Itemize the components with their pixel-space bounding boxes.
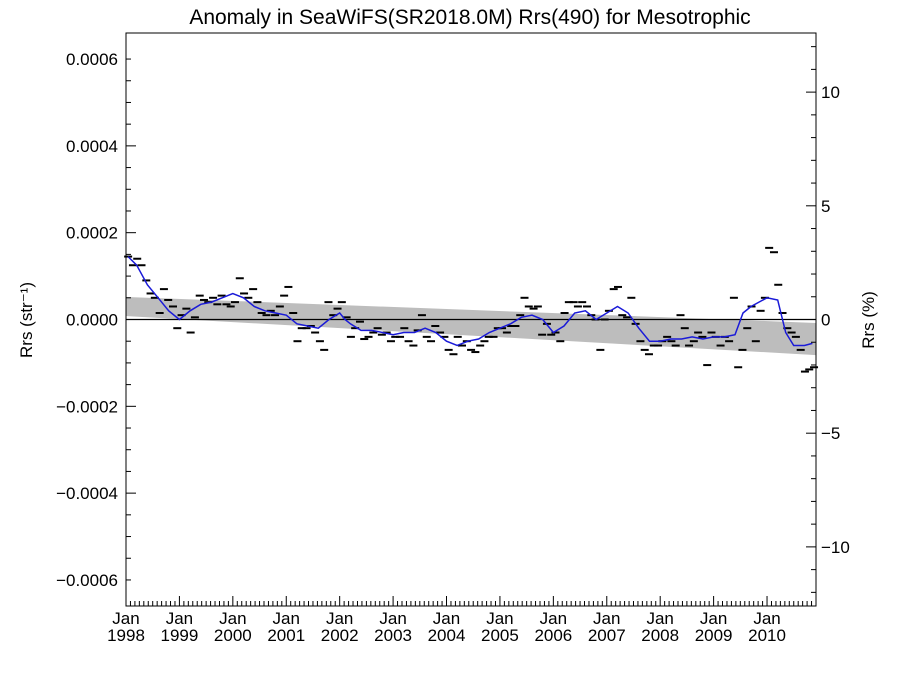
x-tick-month: Jan [326, 609, 353, 628]
left-tick-label: 0.0000 [66, 311, 118, 330]
right-tick-label: 5 [821, 197, 830, 216]
x-tick-month: Jan [540, 609, 567, 628]
left-y-axis: 0.0006 0.0004 0.0002 0.0000 −0.0002 −0.0004 −0… [56, 50, 136, 590]
x-tick-year: 2002 [321, 626, 359, 645]
x-tick-year: 1998 [107, 626, 145, 645]
left-tick-label: −0.0006 [56, 571, 118, 590]
x-tick-year: 2003 [374, 626, 412, 645]
x-tick-month: Jan [700, 609, 727, 628]
right-axis-label: Rrs (%) [859, 291, 878, 349]
x-tick-year: 2000 [214, 626, 252, 645]
x-tick-month: Jan [646, 609, 673, 628]
x-tick-year: 2010 [748, 626, 786, 645]
x-tick-month: Jan [486, 609, 513, 628]
left-tick-label: −0.0002 [56, 397, 118, 416]
left-tick-label: 0.0002 [66, 224, 118, 243]
x-tick-month: Jan [166, 609, 193, 628]
x-tick-month: Jan [753, 609, 780, 628]
x-tick-year: 2005 [481, 626, 519, 645]
chart-title: Anomaly in SeaWiFS(SR2018.0M) Rrs(490) f… [189, 6, 750, 29]
right-tick-label: −5 [821, 424, 840, 443]
x-tick-year: 1999 [161, 626, 199, 645]
left-axis-label: Rrs (str⁻¹) [17, 282, 36, 358]
plot-layers [124, 246, 819, 373]
x-tick-year: 2004 [428, 626, 466, 645]
right-y-axis: 10 5 0 −5 −10 [806, 46, 850, 593]
running-mean-line [127, 256, 813, 347]
x-tick-year: 2008 [641, 626, 679, 645]
x-tick-year: 2009 [695, 626, 733, 645]
x-tick-month: Jan [273, 609, 300, 628]
x-tick-month: Jan [433, 609, 460, 628]
right-tick-label: −10 [821, 538, 850, 557]
x-axis: Jan1998Jan1999Jan2000Jan2001Jan2002Jan20… [107, 596, 817, 645]
monthly-anomaly-series [124, 246, 819, 373]
x-tick-month: Jan [219, 609, 246, 628]
right-tick-label: 10 [821, 83, 840, 102]
x-tick-month: Jan [593, 609, 620, 628]
x-tick-year: 2007 [588, 626, 626, 645]
x-tick-month: Jan [379, 609, 406, 628]
x-tick-year: 2001 [267, 626, 305, 645]
x-tick-year: 2006 [534, 626, 572, 645]
left-tick-label: −0.0004 [56, 484, 118, 503]
left-tick-label: 0.0006 [66, 50, 118, 69]
right-tick-label: 0 [821, 311, 830, 330]
left-tick-label: 0.0004 [66, 137, 118, 156]
x-tick-month: Jan [112, 609, 139, 628]
